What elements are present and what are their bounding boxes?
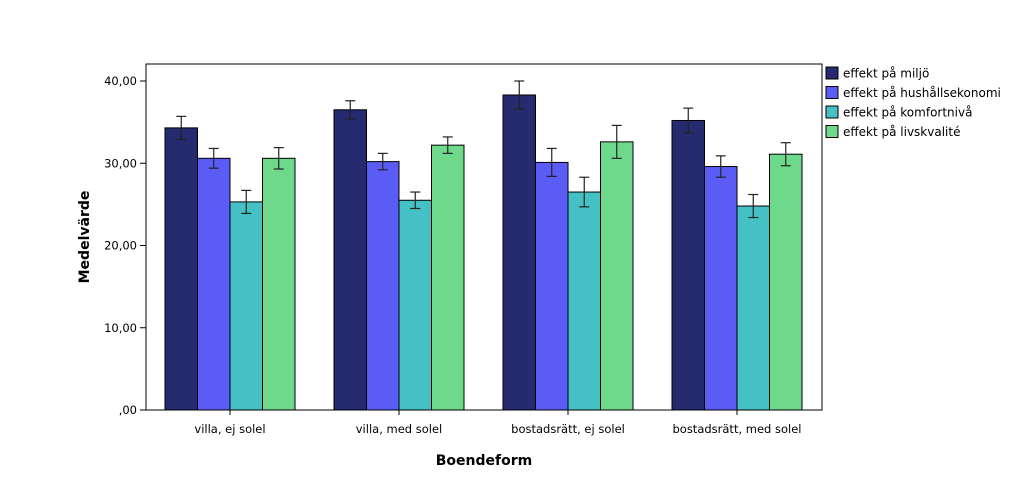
legend-swatch <box>825 66 839 80</box>
plot-frame <box>145 63 823 411</box>
bar <box>333 109 367 411</box>
x-tick-label: villa, med solel <box>356 422 442 436</box>
legend-label: effekt på hushållsekonomi <box>843 86 1001 100</box>
bar <box>502 94 536 411</box>
x-tick-label: bostadsrätt, ej solel <box>511 422 625 436</box>
bar <box>398 199 432 411</box>
bar <box>229 201 263 411</box>
y-tick-label: 30,00 <box>104 156 137 170</box>
y-tick-label: 10,00 <box>104 321 137 335</box>
legend-swatch <box>825 105 839 119</box>
bar <box>567 191 601 411</box>
bar <box>704 166 738 411</box>
y-tick-label: 40,00 <box>104 74 137 88</box>
y-tick-label: ,00 <box>119 403 137 417</box>
y-axis: ,00 10,00 20,00 30,00 40,00 <box>104 74 146 417</box>
legend-label: effekt på miljö <box>843 67 929 81</box>
legend-swatch <box>825 125 839 138</box>
bar <box>431 144 465 411</box>
x-axis: villa, ej solel villa, med solel bostadsrä… <box>194 410 802 436</box>
bar <box>769 153 803 411</box>
x-tick-label: bostadsrätt, med solel <box>672 422 801 436</box>
y-axis-title: Medelvärde <box>77 191 93 284</box>
bar <box>671 119 705 411</box>
x-tick-label: villa, ej solel <box>194 422 265 436</box>
bar <box>197 157 231 411</box>
bar <box>600 141 634 411</box>
x-axis-title: Boendeform <box>436 453 532 469</box>
bar <box>736 205 770 411</box>
legend: effekt på miljö effekt på hushållsekonomi… <box>825 66 1001 139</box>
legend-label: effekt på komfortnivå <box>843 106 972 120</box>
bar <box>535 161 569 411</box>
bars <box>164 80 803 411</box>
bar <box>164 127 198 411</box>
legend-swatch <box>825 86 839 99</box>
y-tick-label: 20,00 <box>104 239 137 253</box>
bar <box>262 157 296 411</box>
bar <box>366 161 400 411</box>
legend-label: effekt på livskvalité <box>843 125 960 139</box>
